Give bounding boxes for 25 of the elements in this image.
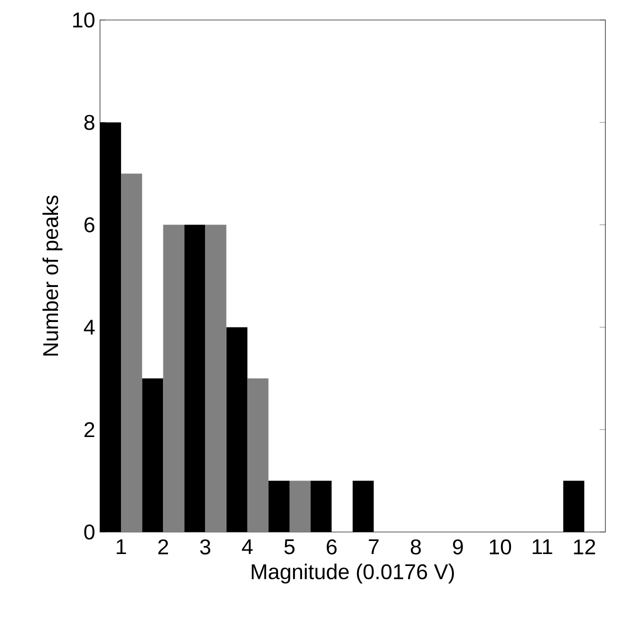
bar <box>205 224 226 532</box>
x-axis-title: Magnitude (0.0176 V) <box>252 564 454 584</box>
y-tick-label: 8 <box>84 114 94 130</box>
x-tick-label: 8 <box>410 539 421 554</box>
x-tick-label: 5 <box>284 539 295 554</box>
bar <box>247 378 268 532</box>
x-tick-label: 10 <box>490 539 512 554</box>
x-tick-label: 1 <box>116 539 126 554</box>
x-tick-label: 7 <box>368 539 379 554</box>
x-tick-label: 11 <box>532 539 552 554</box>
x-tick-label: 4 <box>242 539 253 554</box>
x-tick-label: 3 <box>200 539 210 554</box>
x-tick-label: 9 <box>453 539 463 554</box>
bar <box>163 224 184 532</box>
bar <box>290 480 311 532</box>
y-tick-label: 4 <box>84 320 95 335</box>
y-axis-title: Number of peaks <box>42 196 62 356</box>
y-tick-label: 0 <box>84 524 94 540</box>
x-tick-label: 2 <box>158 539 168 554</box>
y-tick-label: 6 <box>84 217 94 232</box>
y-tick-label: 2 <box>84 422 94 438</box>
y-tick-label: 10 <box>73 12 94 28</box>
bar <box>121 174 142 532</box>
x-tick-label: 6 <box>326 539 337 554</box>
x-tick-label: 12 <box>574 539 596 554</box>
